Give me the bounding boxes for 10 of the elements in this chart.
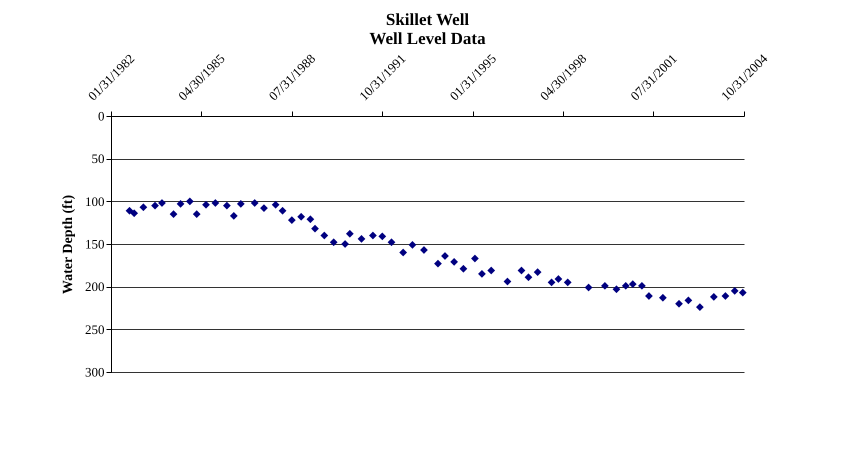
- y-tick-label: 300: [85, 364, 104, 380]
- y-tick-label: 250: [85, 322, 104, 337]
- y-tick-label: 50: [92, 151, 104, 166]
- y-tick-label: 150: [85, 236, 104, 252]
- chart-subtitle: Well Level Data: [369, 28, 486, 48]
- y-tick-label: 100: [85, 194, 104, 209]
- y-tick-label: 0: [98, 108, 104, 124]
- chart-title: Skillet Well: [386, 10, 470, 29]
- y-axis-title: Water Depth (ft): [61, 194, 76, 294]
- y-tick-label: 200: [85, 279, 104, 294]
